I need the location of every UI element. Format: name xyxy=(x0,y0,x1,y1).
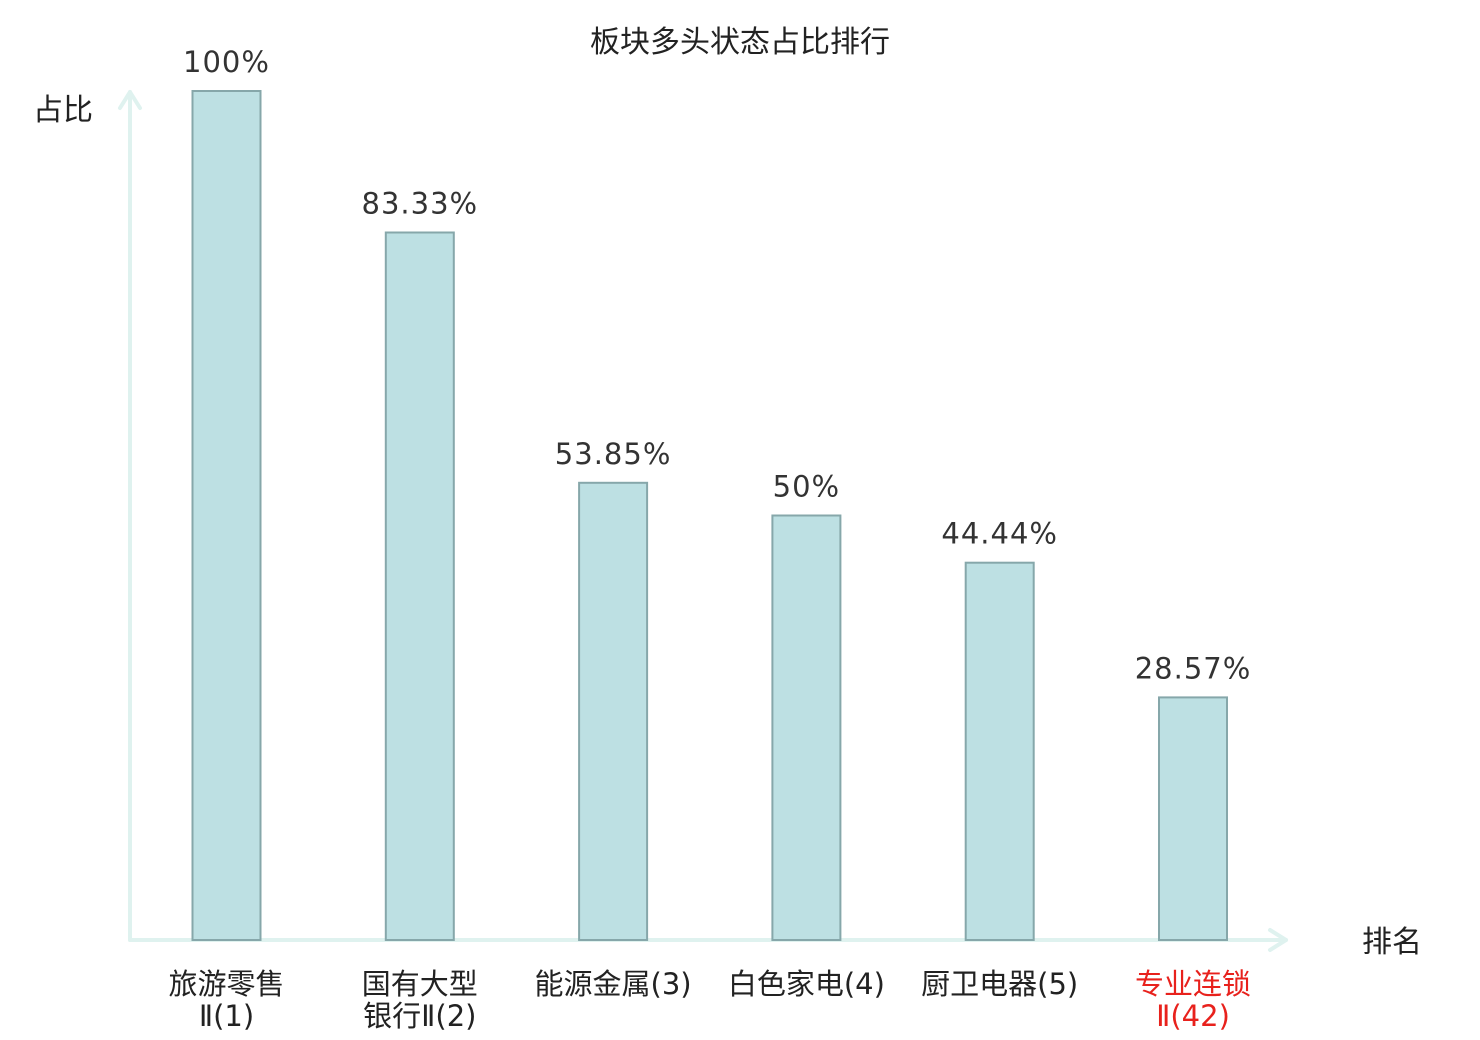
bar-value-label: 28.57% xyxy=(1135,651,1252,685)
x-axis xyxy=(128,928,1288,952)
bar xyxy=(578,481,649,941)
y-axis xyxy=(118,90,142,942)
x-axis-title: 排名 xyxy=(1362,925,1422,960)
x-tick-label: 白色家电(4) xyxy=(728,967,885,1001)
y-axis-arrow-icon xyxy=(118,90,142,110)
y-axis-title: 占比 xyxy=(33,93,93,128)
bar xyxy=(964,561,1035,941)
x-tick-label: 旅游零售 xyxy=(168,967,284,1001)
bar xyxy=(191,90,262,941)
bar xyxy=(384,231,455,941)
x-tick-label: Ⅱ(1) xyxy=(199,999,254,1033)
chart-title: 板块多头状态占比排行 xyxy=(590,25,890,60)
x-tick-label: Ⅱ(42) xyxy=(1156,999,1230,1033)
x-tick-label: 专业连锁 xyxy=(1135,967,1251,1001)
bars-group xyxy=(191,90,1228,942)
x-axis-arrow-icon xyxy=(1268,928,1288,952)
x-tick-label: 厨卫电器(5) xyxy=(921,967,1078,1001)
x-tick-label: 银行Ⅱ(2) xyxy=(363,999,476,1033)
bar xyxy=(771,514,842,941)
bar-value-label: 53.85% xyxy=(555,437,672,471)
x-tick-label: 能源金属(3) xyxy=(535,967,692,1001)
bar-value-label: 100% xyxy=(183,45,270,79)
bar-value-label: 44.44% xyxy=(941,517,1058,551)
bar-value-label: 50% xyxy=(773,470,840,504)
bar-value-label: 83.33% xyxy=(362,187,479,221)
x-tick-label: 国有大型 xyxy=(362,967,478,1001)
bar xyxy=(1158,696,1228,942)
value-labels-group: 100% 83.33% 53.85% 50% 44.44% 28.57% xyxy=(183,45,1252,685)
